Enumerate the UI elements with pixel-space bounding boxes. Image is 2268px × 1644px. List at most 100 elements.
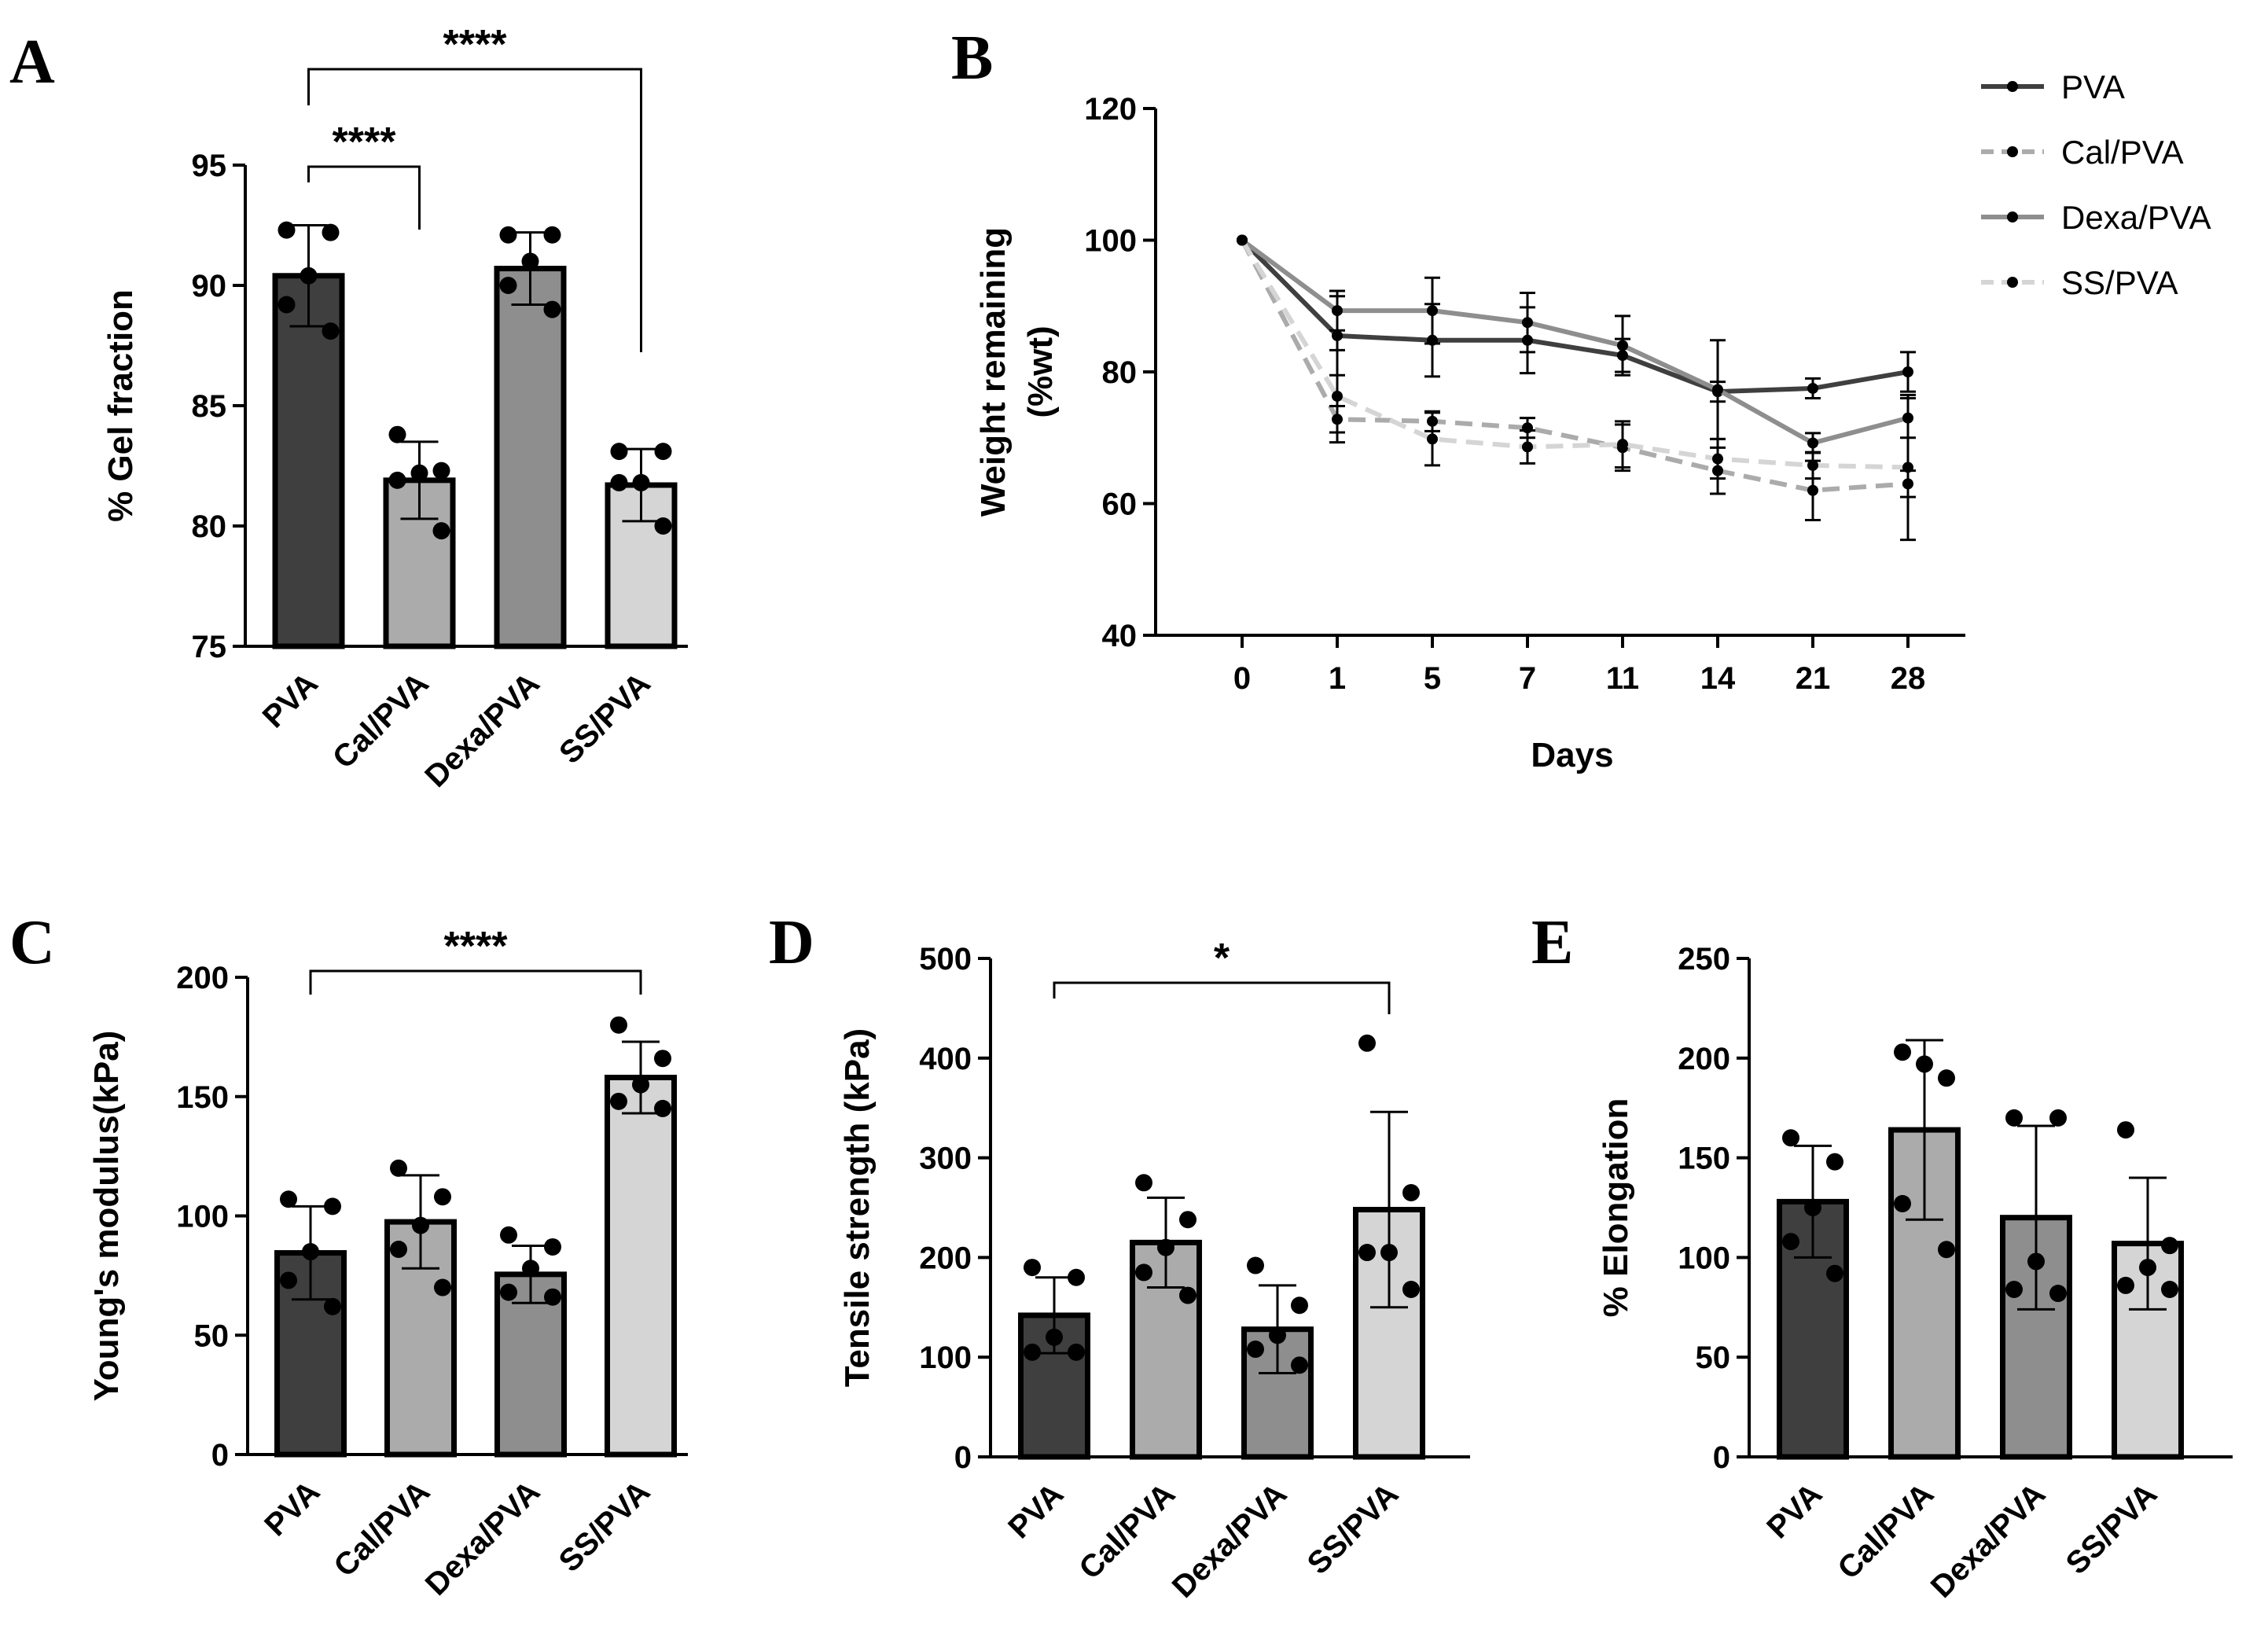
panel-b-data-point-dexa-pva	[1807, 437, 1818, 449]
panel-c-significance-bracket	[309, 969, 642, 995]
panel-b-legend-label-pva: PVA	[2061, 68, 2125, 105]
panel-d-y-tick-label: 400	[919, 1042, 972, 1076]
panel-b-data-point-ss-pva	[1902, 462, 1913, 473]
panel-d-data-point-cal-pva	[1179, 1286, 1196, 1304]
panel-b-data-point-cal-pva	[1807, 484, 1818, 496]
panel-b-x-tick-label: 11	[1606, 661, 1639, 696]
panel-c-data-point-cal-pva	[434, 1188, 451, 1206]
panel-b-data-point-pva	[1807, 382, 1818, 394]
panel-e-data-point-dexa-pva	[2049, 1109, 2067, 1127]
panel-e-data-point-pva	[1804, 1199, 1821, 1216]
panel-b-y-axis-label-line2: (%wt)	[1021, 325, 1060, 417]
panel-b-data-point-ss-pva	[1617, 439, 1628, 451]
panel-b-series-line-pva	[1240, 238, 1909, 395]
panel-c-data-point-ss-pva	[654, 1050, 671, 1068]
panel-b-data-point-pva	[1902, 366, 1913, 377]
panel-c-y-tick-label: 0	[211, 1438, 229, 1473]
panel-b-data-point-ss-pva	[1427, 433, 1438, 445]
panel-letter-e: E	[1531, 908, 1573, 977]
panel-d-y-tick-label: 500	[919, 942, 972, 976]
panel-letter-c: C	[9, 908, 55, 977]
panel-e-elongation-chart: 0 50 100 150 200 250 % Elongation PVA Cal/PVADex…	[1597, 942, 2233, 1605]
panel-d-y-tick-label: 200	[919, 1241, 972, 1275]
panel-b-data-point-dexa-pva	[1427, 305, 1438, 317]
panel-b-data-point-dexa-pva	[1332, 305, 1343, 317]
panel-b-legend-marker-cal-pva	[2007, 146, 2018, 157]
panel-c-data-point-pva	[324, 1197, 341, 1216]
panel-c-data-point-ss-pva	[632, 1076, 649, 1094]
panel-a-category-label-ss-pva: SS/PVA	[553, 666, 657, 771]
panel-c-data-point-ss-pva	[654, 1099, 671, 1117]
panel-e-data-point-ss-pva	[2117, 1276, 2134, 1294]
panel-e-data-point-pva	[1782, 1233, 1799, 1251]
panel-b-x-tick-label: 5	[1424, 661, 1441, 696]
panel-b-data-point-ss-pva	[1712, 453, 1723, 465]
panel-c-y-tick-label: 200	[176, 961, 229, 995]
panel-a-data-point-cal-pva	[432, 462, 450, 480]
panel-b-x-axis-label: Days	[1531, 736, 1613, 774]
panel-b-data-point-ss-pva	[1522, 441, 1533, 453]
panel-a-significance-label: ****	[443, 22, 508, 68]
panel-e-data-point-dexa-pva	[2005, 1109, 2023, 1127]
panel-c-data-point-ss-pva	[610, 1092, 627, 1110]
panel-d-data-point-ss-pva	[1358, 1034, 1376, 1052]
panel-a-bar-ss-pva	[605, 482, 678, 649]
panel-a-significance-bracket	[307, 68, 642, 352]
panel-e-data-point-pva	[1782, 1129, 1799, 1147]
panel-b-data-point-pva	[1332, 329, 1343, 341]
panel-c-y-tick-label: 150	[176, 1080, 229, 1115]
panel-a-data-point-dexa-pva	[543, 226, 561, 244]
panel-e-data-point-ss-pva	[2161, 1280, 2178, 1298]
panel-a-data-point-cal-pva	[388, 425, 406, 443]
panel-d-significance-bracket	[1053, 981, 1391, 1014]
panel-d-data-point-dexa-pva	[1247, 1256, 1264, 1274]
panel-letter-b: B	[951, 24, 993, 93]
panel-e-y-tick-label: 0	[1713, 1440, 1730, 1475]
panel-e-data-point-cal-pva	[1894, 1194, 1911, 1212]
panel-a-data-point-cal-pva	[432, 522, 450, 540]
panel-a-data-point-dexa-pva	[543, 300, 561, 318]
panel-d-data-point-ss-pva	[1402, 1183, 1420, 1201]
panel-c-data-point-cal-pva	[390, 1159, 407, 1177]
panel-c-data-point-pva	[324, 1297, 341, 1315]
panel-c-category-label-pva: PVA	[258, 1474, 326, 1543]
panel-c-data-point-pva	[280, 1271, 297, 1289]
panel-a-data-point-ss-pva	[610, 473, 628, 491]
panel-b-y-tick-label: 100	[1084, 224, 1137, 259]
panel-e-data-point-cal-pva	[1938, 1241, 1955, 1259]
panel-e-data-point-dexa-pva	[2027, 1252, 2045, 1271]
panel-e-data-point-dexa-pva	[2005, 1280, 2023, 1298]
panel-c-data-point-pva	[302, 1243, 319, 1261]
panel-a-data-point-pva	[278, 296, 296, 314]
panel-a-y-tick-label: 95	[192, 149, 227, 183]
panel-e-category-label-ss-pva: SS/PVA	[2060, 1477, 2164, 1581]
panel-b-legend-marker-pva	[2007, 81, 2018, 92]
panel-d-data-point-pva	[1046, 1328, 1063, 1346]
panel-letter-a: A	[9, 28, 55, 97]
panel-a-gel-fraction-chart: 75 80 85 90 95 % Gel fraction PVA Cal/PVADexa/P…	[101, 22, 688, 794]
panel-a-data-point-pva	[322, 322, 340, 340]
panel-b-data-point-dexa-pva	[1522, 317, 1533, 329]
panel-e-y-tick-label: 150	[1678, 1142, 1730, 1176]
panel-b-x-tick-label: 1	[1329, 661, 1346, 696]
panel-d-y-tick-label: 300	[919, 1142, 972, 1176]
panel-c-data-point-dexa-pva	[522, 1260, 539, 1278]
panel-c-significance-label: ****	[444, 924, 509, 969]
panel-b-series-line-ss-pva	[1240, 238, 1909, 470]
panel-d-data-point-dexa-pva	[1291, 1356, 1308, 1374]
panel-c-category-label-ss-pva: SS/PVA	[553, 1474, 657, 1579]
panel-d-data-point-pva	[1068, 1268, 1085, 1286]
panel-b-series-line-dexa-pva	[1241, 238, 1909, 446]
panel-b-legend-label-ss-pva: SS/PVA	[2061, 264, 2178, 301]
panel-d-data-point-dexa-pva	[1247, 1341, 1264, 1359]
panel-c-data-point-cal-pva	[412, 1216, 429, 1234]
panel-a-data-point-ss-pva	[654, 517, 672, 535]
panel-e-category-label-dexa-pva: Dexa/PVA	[1924, 1477, 2053, 1605]
panel-d-data-point-cal-pva	[1157, 1238, 1174, 1256]
panel-d-data-point-ss-pva	[1402, 1280, 1420, 1298]
panel-c-category-label-dexa-pva: Dexa/PVA	[419, 1474, 547, 1602]
panel-letter-d: D	[769, 908, 814, 977]
panel-b-data-point-ss-pva	[1332, 390, 1343, 402]
panel-a-y-tick-label: 85	[192, 389, 227, 424]
